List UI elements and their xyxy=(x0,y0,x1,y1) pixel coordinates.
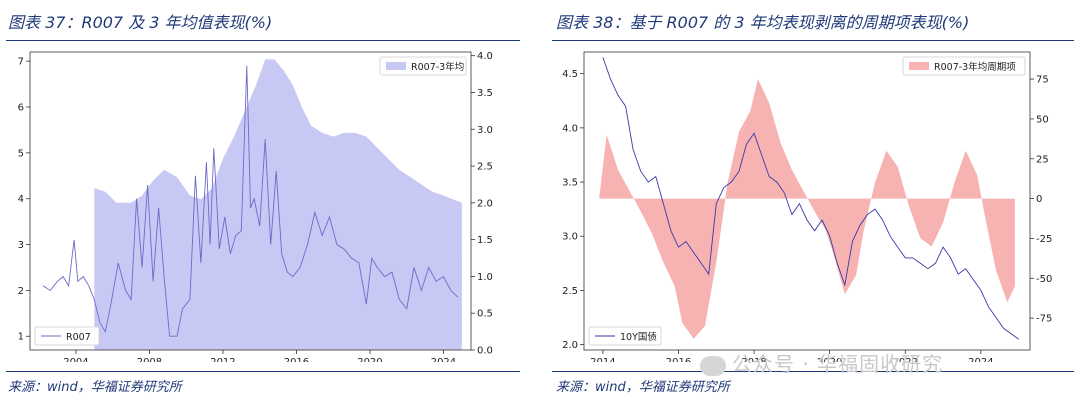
left-chart-title: 图表 37：R007 及 3 年均值表现(%) xyxy=(8,13,273,32)
left-x-tick-label: 2016 xyxy=(284,357,309,362)
right-y-right-tick-label: -25 xyxy=(1036,234,1052,245)
right-x-tick-label: 2022 xyxy=(893,357,918,362)
right-y-left-tick-label: 2.5 xyxy=(562,286,578,297)
left-y-right-tick-label: 3.0 xyxy=(477,125,493,136)
right-y-right-tick-label: 0 xyxy=(1036,194,1042,205)
left-area-legend-swatch xyxy=(386,62,406,70)
right-y-left-tick-label: 2.0 xyxy=(562,340,578,351)
left-y-right-tick-label: 4.0 xyxy=(477,51,493,62)
left-y-right-tick-label: 0.0 xyxy=(477,346,493,357)
left-title-rule xyxy=(6,40,520,41)
left-y-right-tick-label: 2.0 xyxy=(477,198,493,209)
watermark: 公众号 · 华福固收研究 xyxy=(700,348,943,377)
right-title-rule xyxy=(552,40,1074,41)
right-chart: 2014 2016 2018 2020 2022 2024 2.0 2.5 3.0 3.5 4.0 4… xyxy=(562,51,1052,362)
left-plot-frame xyxy=(29,51,472,351)
right-y-right-tick-label: -50 xyxy=(1036,274,1052,285)
left-x-tick-label: 2004 xyxy=(63,357,88,362)
left-y-left-tick-label: 1 xyxy=(18,332,24,343)
left-area-legend-label: R007-3年均 xyxy=(411,61,464,73)
left-area-legend-box xyxy=(379,56,467,76)
wechat-icon xyxy=(700,355,726,376)
left-y-left-tick-label: 4 xyxy=(18,194,24,205)
right-plot-frame xyxy=(583,51,1031,351)
left-y-right-tick-label: 1.5 xyxy=(477,235,493,246)
right-area-series xyxy=(599,79,1015,339)
right-area-legend-label: R007-3年均周期项 xyxy=(934,61,1016,73)
left-x-tick-label: 2020 xyxy=(357,357,382,362)
left-y-right-tick-label: 1.0 xyxy=(477,272,493,283)
left-y-right-tick-label: 3.5 xyxy=(477,88,493,99)
left-y-left-tick-label: 6 xyxy=(18,103,24,114)
watermark-text: 公众号 · 华福固收研究 xyxy=(732,352,944,376)
right-x-tick-label: 2016 xyxy=(666,357,691,362)
left-y-left-tick-label: 5 xyxy=(18,148,24,159)
left-source-note: 来源：wind，华福证券研究所 xyxy=(8,380,182,395)
right-x-tick-label: 2020 xyxy=(817,357,842,362)
left-y-left-tick-label: 2 xyxy=(18,286,24,297)
right-source-note: 来源：wind，华福证券研究所 xyxy=(556,380,730,395)
left-y-right-tick-label: 2.5 xyxy=(477,162,493,173)
left-line-legend-label: R007 xyxy=(66,332,91,343)
right-x-tick-label: 2024 xyxy=(968,357,993,362)
right-line-series xyxy=(602,57,1019,340)
right-y-right-tick-label: 50 xyxy=(1036,114,1049,125)
right-y-right-tick-label: 75 xyxy=(1036,75,1049,86)
right-y-left-tick-label: 3.0 xyxy=(562,232,578,243)
right-y-right-tick-label: -75 xyxy=(1036,314,1052,325)
left-y-left-tick-label: 3 xyxy=(18,240,24,251)
left-source-rule xyxy=(6,371,520,372)
left-x-tick-label: 2012 xyxy=(210,357,235,362)
right-y-right-tick-label: 25 xyxy=(1036,154,1049,165)
right-x-tick-label: 2014 xyxy=(590,357,615,362)
left-line-series xyxy=(42,65,459,337)
left-chart: 2004 2008 2012 2016 2020 2024 1 2 3 4 5 6 7 0.0 0.5 1.0… xyxy=(18,51,493,362)
right-x-tick-label: 2018 xyxy=(741,357,766,362)
left-y-right-tick-label: 0.5 xyxy=(477,309,493,320)
right-y-left-tick-label: 3.5 xyxy=(562,178,578,189)
right-area-legend-swatch xyxy=(909,62,929,70)
right-line-legend-label: 10Y国债 xyxy=(620,331,657,343)
left-x-tick-label: 2024 xyxy=(431,357,456,362)
left-x-tick-label: 2008 xyxy=(137,357,162,362)
right-y-left-tick-label: 4.0 xyxy=(562,123,578,134)
right-line-legend-box xyxy=(588,326,662,346)
left-y-left-tick-label: 7 xyxy=(18,57,24,68)
left-line-legend-box xyxy=(34,326,100,346)
right-source-rule xyxy=(552,371,1074,372)
right-chart-title: 图表 38：基于 R007 的 3 年均表现剥离的周期项表现(%) xyxy=(556,13,970,32)
right-y-left-tick-label: 4.5 xyxy=(562,69,578,80)
right-area-legend-box xyxy=(902,56,1026,76)
